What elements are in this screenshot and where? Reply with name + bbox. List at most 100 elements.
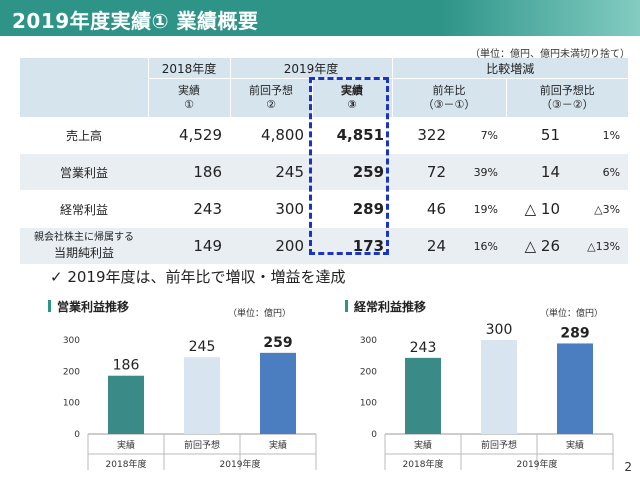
header-actual-1-no: ① <box>184 98 194 111</box>
chart-unit: （単位：億円） <box>540 309 604 319</box>
cell-yoy: 46 <box>392 190 455 228</box>
actual-2019-highlight <box>309 77 389 255</box>
bar <box>108 375 144 434</box>
bar <box>557 343 593 434</box>
x-tick-label: 実績 <box>566 439 584 451</box>
chart-title-text: 営業利益推移 <box>57 300 130 314</box>
cell-vsplan-pct: 1% <box>568 117 629 154</box>
cell-vsplan-pct: △3% <box>568 190 629 228</box>
cell-yoy-pct: 39% <box>454 153 507 191</box>
bar-value-label: 186 <box>113 358 140 374</box>
cell-actual-2018: 186 <box>148 153 230 191</box>
bar <box>481 340 517 434</box>
row-label: 営業利益 <box>20 153 148 191</box>
cell-plan-2019: 200 <box>230 227 312 265</box>
page-number: 2 <box>624 460 632 474</box>
cell-actual-2019: 289 <box>312 190 393 228</box>
cell-yoy: 72 <box>392 153 455 191</box>
header-vsplan-formula: （③－②） <box>540 98 594 111</box>
y-tick-label: 300 <box>360 336 377 346</box>
results-table: 2018年度 2019年度 比較増減 実績 ① 前回予想 ② 実績 ③ 前年比 … <box>20 58 629 265</box>
group-label: 2018年度 <box>106 458 147 470</box>
header-actual-3-no: ③ <box>347 98 357 111</box>
bar-value-label: 289 <box>560 325 589 341</box>
table-header-row-1: 2018年度 2019年度 比較増減 <box>20 58 629 117</box>
bar <box>260 352 296 434</box>
title-bar: 2019年度実績① 業績概要 <box>0 0 640 36</box>
bar-value-label: 245 <box>189 339 216 355</box>
y-tick-label: 0 <box>74 430 80 440</box>
chart-canvas: 0 100 200 300 243 実績 300 前回予想 289 実績 2018年度 2019年度 <box>360 322 614 470</box>
row-label-line2: 当期純利益 <box>53 246 114 260</box>
x-tick-label: 前回予想 <box>481 439 517 451</box>
header-compare: 比較増減 <box>392 58 629 79</box>
bar-value-label: 243 <box>410 340 437 356</box>
header-vsplan-label: 前回予想比 <box>539 84 595 97</box>
row-label: 親会社株主に帰属する 当期純利益 <box>20 227 148 265</box>
cell-yoy-pct: 16% <box>454 227 507 265</box>
y-tick-label: 200 <box>360 367 377 377</box>
cell-vsplan: 51 <box>506 117 569 154</box>
y-tick-label: 0 <box>371 430 377 440</box>
header-2019: 2019年度 <box>230 58 393 79</box>
x-tick-label: 実績 <box>269 439 287 451</box>
cell-actual-2019: 173 <box>312 227 393 265</box>
header-blank <box>20 58 149 117</box>
cell-yoy: 24 <box>392 227 455 265</box>
chart-title-text: 経常利益推移 <box>354 300 427 314</box>
bar-value-label: 300 <box>486 322 513 338</box>
table-row: 営業利益 186 245 259 72 39% 14 6% <box>20 153 629 191</box>
x-tick-label: 実績 <box>117 439 135 451</box>
cell-plan-2019: 300 <box>230 190 312 228</box>
cell-plan-2019: 245 <box>230 153 312 191</box>
table-row: 売上高 4,529 4,800 4,851 322 7% 51 1% <box>20 117 629 154</box>
cell-actual-2018: 243 <box>148 190 230 228</box>
row-label: 売上高 <box>20 117 148 154</box>
title-marker <box>345 300 348 312</box>
page-title: 2019年度実績① 業績概要 <box>12 9 259 33</box>
operating-profit-chart: 営業利益推移 （単位：億円） 0 100 200 300 186 実績 245 前回予想 259… <box>48 296 328 476</box>
group-label: 2019年度 <box>517 458 558 470</box>
row-label: 経常利益 <box>20 190 148 228</box>
x-tick-label: 前回予想 <box>184 439 220 451</box>
cell-yoy-pct: 19% <box>454 190 507 228</box>
cell-actual-2018: 4,529 <box>148 117 230 154</box>
cell-actual-2019: 259 <box>312 153 393 191</box>
table-row: 経常利益 243 300 289 46 19% △ 10 △3% <box>20 190 629 228</box>
y-tick-label: 200 <box>63 367 80 377</box>
header-plan-2-no: ② <box>266 98 276 111</box>
title-gradient <box>440 0 640 36</box>
y-tick-label: 100 <box>360 399 377 409</box>
group-label: 2018年度 <box>403 458 444 470</box>
header-actual-1-label: 実績 <box>178 84 200 97</box>
chart-title: 経常利益推移 <box>345 298 426 315</box>
title-marker <box>48 300 51 312</box>
header-vsplan: 前回予想比 （③－②） <box>506 79 628 118</box>
cell-vsplan: △ 26 <box>506 227 569 265</box>
header-plan-2: 前回予想 ② <box>230 78 313 117</box>
header-2018: 2018年度 <box>148 58 231 79</box>
cell-vsplan-pct: △13% <box>568 227 629 265</box>
cell-vsplan-pct: 6% <box>568 153 629 191</box>
header-actual-3: 実績 ③ <box>312 78 393 117</box>
header-yoy-label: 前年比 <box>432 84 466 97</box>
header-actual-3-label: 実績 <box>341 84 363 97</box>
bar-value-label: 259 <box>263 335 292 351</box>
cell-vsplan: △ 10 <box>506 190 569 228</box>
cell-plan-2019: 4,800 <box>230 117 312 154</box>
summary-note: ✓ 2019年度は、前年比で増収・増益を達成 <box>50 268 346 286</box>
cell-vsplan: 14 <box>506 153 569 191</box>
y-tick-label: 100 <box>63 399 80 409</box>
header-yoy-formula: （③－①） <box>422 98 476 111</box>
y-tick-label: 300 <box>63 336 80 346</box>
cell-actual-2019: 4,851 <box>312 117 393 154</box>
header-yoy: 前年比 （③－①） <box>392 78 507 117</box>
cell-yoy-pct: 7% <box>454 117 507 154</box>
header-actual-1: 実績 ① <box>148 78 231 117</box>
ordinary-profit-chart: 経常利益推移 （単位：億円） 0 100 200 300 243 実績 300 前回予想 289… <box>345 296 625 476</box>
chart-canvas: 0 100 200 300 186 実績 245 前回予想 259 実績 2018年度 2019年度 <box>63 335 317 470</box>
chart-unit: （単位：億円） <box>228 309 292 319</box>
table-row: 親会社株主に帰属する 当期純利益 149 200 173 24 16% △ 26… <box>20 227 629 265</box>
unit-note: （単位：億円、億円未満切り捨て） <box>470 49 630 60</box>
cell-yoy: 322 <box>392 117 455 154</box>
